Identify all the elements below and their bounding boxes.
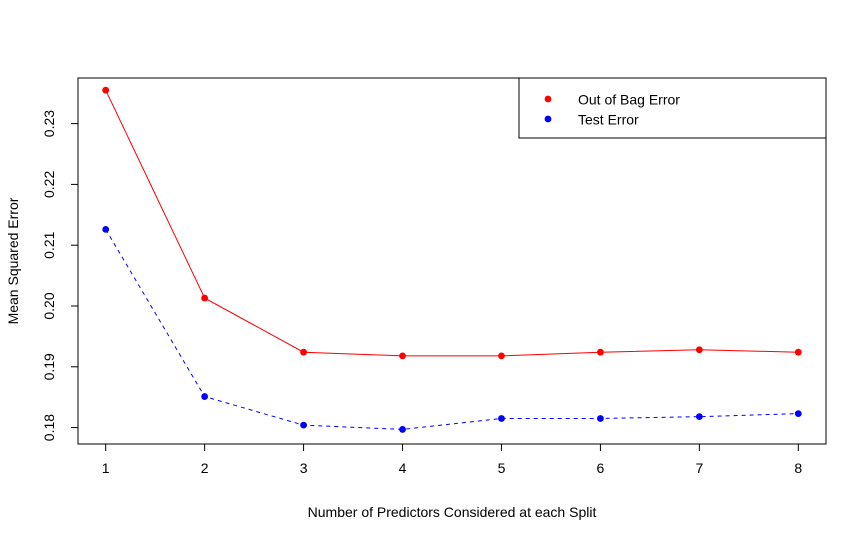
legend-box bbox=[518, 77, 827, 139]
x-tick-label: 7 bbox=[695, 460, 703, 476]
x-tick-label: 6 bbox=[597, 460, 605, 476]
data-point-oob bbox=[201, 294, 209, 302]
data-point-oob bbox=[300, 348, 307, 356]
x-axis-label: Number of Predictors Considered at each … bbox=[308, 504, 597, 520]
series-oob bbox=[102, 86, 802, 360]
y-tick-label: 0.19 bbox=[41, 353, 57, 380]
data-point-oob bbox=[399, 352, 406, 360]
series-line-oob bbox=[105, 89, 799, 357]
data-point-oob bbox=[794, 348, 802, 356]
data-point-oob bbox=[102, 86, 110, 94]
series-line-test bbox=[105, 229, 799, 430]
y-tick-label: 0.18 bbox=[41, 414, 57, 441]
data-point-test bbox=[102, 225, 110, 233]
legend-label-oob: Out of Bag Error bbox=[578, 92, 680, 108]
data-point-test bbox=[201, 393, 209, 400]
data-point-test bbox=[597, 415, 604, 422]
data-point-test bbox=[300, 421, 307, 429]
x-tick-label: 4 bbox=[399, 460, 407, 476]
series-layer bbox=[102, 86, 802, 433]
y-tick-label: 0.21 bbox=[41, 231, 57, 258]
x-axis: 1 2 3 4 5 6 7 8 bbox=[102, 443, 802, 476]
data-point-test bbox=[695, 413, 703, 421]
x-tick-label: 3 bbox=[300, 460, 308, 476]
data-point-oob bbox=[597, 348, 604, 356]
y-tick-label: 0.20 bbox=[41, 292, 57, 319]
legend: Out of Bag Error Test Error bbox=[518, 77, 827, 139]
legend-marker-test bbox=[544, 115, 552, 123]
x-tick-label: 8 bbox=[794, 460, 802, 476]
y-tick-label: 0.22 bbox=[41, 171, 57, 198]
data-point-test bbox=[794, 410, 802, 418]
x-tick-label: 5 bbox=[498, 460, 506, 476]
legend-label-test: Test Error bbox=[578, 112, 639, 128]
data-point-test bbox=[498, 415, 505, 422]
y-tick-label: 0.23 bbox=[41, 110, 57, 137]
y-axis: 0.18 0.19 0.20 0.21 0.22 0.23 bbox=[41, 110, 79, 441]
data-point-test bbox=[399, 426, 406, 433]
series-test bbox=[102, 225, 802, 433]
x-tick-label: 2 bbox=[201, 460, 209, 476]
data-point-oob bbox=[498, 352, 505, 360]
x-tick-label: 1 bbox=[102, 460, 110, 476]
legend-marker-oob bbox=[544, 95, 552, 103]
data-point-oob bbox=[695, 346, 703, 354]
y-axis-label: Mean Squared Error bbox=[5, 197, 21, 324]
